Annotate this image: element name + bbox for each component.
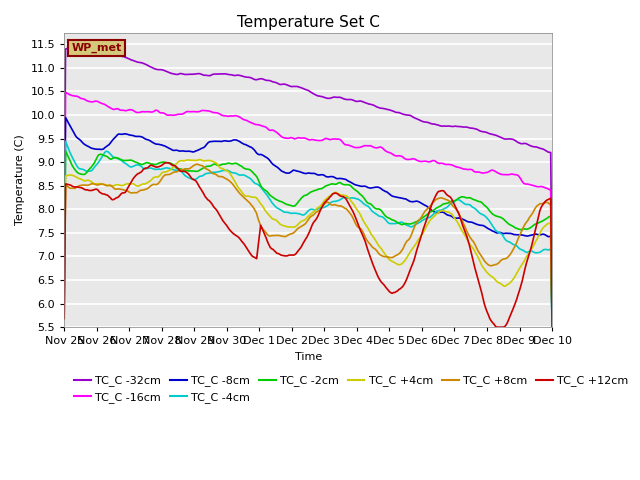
Legend: TC_C -32cm, TC_C -16cm, TC_C -8cm, TC_C -4cm, TC_C -2cm, TC_C +4cm, TC_C +8cm, T: TC_C -32cm, TC_C -16cm, TC_C -8cm, TC_C … — [70, 371, 633, 407]
TC_C -8cm — [60, 270, 68, 276]
TC_C -8cm — [548, 324, 556, 330]
TC_C +12cm — [151, 164, 159, 169]
TC_C -8cm — [152, 141, 160, 147]
TC_C -16cm — [490, 168, 498, 173]
TC_C +12cm — [163, 160, 171, 166]
TC_C +4cm — [548, 324, 556, 330]
TC_C -16cm — [76, 95, 83, 100]
TC_C -2cm — [490, 212, 498, 217]
TC_C -32cm — [490, 132, 498, 138]
TC_C -8cm — [490, 228, 498, 234]
TC_C +8cm — [340, 204, 348, 210]
Line: TC_C -8cm: TC_C -8cm — [64, 118, 552, 327]
TC_C +4cm — [490, 275, 498, 281]
TC_C +4cm — [196, 156, 204, 162]
TC_C -2cm — [60, 292, 68, 298]
TC_C -4cm — [340, 195, 348, 201]
Text: WP_met: WP_met — [72, 43, 122, 53]
TC_C +8cm — [548, 324, 556, 330]
TC_C -4cm — [356, 197, 364, 203]
TC_C -32cm — [340, 96, 348, 102]
TC_C +12cm — [60, 315, 68, 321]
TC_C +12cm — [74, 184, 82, 190]
TC_C -2cm — [61, 148, 69, 154]
TC_C -16cm — [367, 143, 374, 149]
TC_C -16cm — [356, 144, 364, 150]
TC_C -16cm — [152, 108, 160, 113]
TC_C -32cm — [548, 294, 556, 300]
TC_C +8cm — [74, 184, 82, 190]
TC_C -4cm — [76, 166, 83, 171]
TC_C +12cm — [356, 226, 364, 231]
TC_C -32cm — [367, 101, 374, 107]
TC_C -2cm — [367, 201, 374, 207]
TC_C -4cm — [548, 324, 556, 330]
Line: TC_C +4cm: TC_C +4cm — [64, 159, 552, 327]
Line: TC_C +12cm: TC_C +12cm — [64, 163, 552, 327]
Line: TC_C -16cm: TC_C -16cm — [64, 92, 552, 323]
TC_C -32cm — [67, 45, 75, 50]
TC_C +4cm — [74, 175, 82, 180]
TC_C -2cm — [356, 191, 364, 197]
TC_C +8cm — [60, 316, 68, 322]
X-axis label: Time: Time — [294, 352, 322, 362]
TC_C -32cm — [60, 225, 68, 231]
TC_C -16cm — [548, 320, 556, 325]
TC_C -32cm — [152, 66, 160, 72]
TC_C -32cm — [356, 98, 364, 104]
TC_C -16cm — [61, 89, 69, 95]
Line: TC_C +8cm: TC_C +8cm — [64, 164, 552, 327]
TC_C +12cm — [367, 255, 374, 261]
TC_C -8cm — [367, 185, 374, 191]
TC_C +12cm — [548, 324, 556, 330]
TC_C -8cm — [340, 176, 348, 182]
TC_C +4cm — [367, 230, 374, 236]
TC_C +8cm — [151, 181, 159, 187]
TC_C +12cm — [494, 324, 502, 330]
TC_C +4cm — [151, 174, 159, 180]
TC_C -2cm — [76, 171, 83, 177]
TC_C -8cm — [356, 183, 364, 189]
TC_C +4cm — [340, 192, 348, 198]
TC_C +8cm — [193, 161, 201, 167]
TC_C -32cm — [76, 45, 83, 51]
TC_C +8cm — [490, 262, 498, 268]
TC_C +4cm — [60, 310, 68, 316]
TC_C -4cm — [60, 286, 68, 292]
TC_C -4cm — [61, 138, 69, 144]
Line: TC_C -4cm: TC_C -4cm — [64, 141, 552, 327]
TC_C -4cm — [367, 206, 374, 212]
TC_C -2cm — [548, 324, 556, 330]
TC_C +8cm — [356, 225, 364, 231]
TC_C -16cm — [60, 254, 68, 260]
TC_C -2cm — [340, 181, 348, 187]
Y-axis label: Temperature (C): Temperature (C) — [15, 134, 25, 225]
TC_C -8cm — [61, 115, 69, 120]
TC_C +12cm — [340, 194, 348, 200]
TC_C +4cm — [356, 211, 364, 216]
TC_C +8cm — [367, 242, 374, 248]
TC_C -4cm — [490, 225, 498, 230]
Title: Temperature Set C: Temperature Set C — [237, 15, 380, 30]
Line: TC_C -2cm: TC_C -2cm — [64, 151, 552, 327]
Line: TC_C -32cm: TC_C -32cm — [64, 48, 552, 297]
TC_C +12cm — [490, 321, 498, 327]
TC_C -4cm — [152, 167, 160, 172]
TC_C -2cm — [152, 161, 160, 167]
TC_C -16cm — [340, 140, 348, 146]
TC_C -8cm — [76, 136, 83, 142]
